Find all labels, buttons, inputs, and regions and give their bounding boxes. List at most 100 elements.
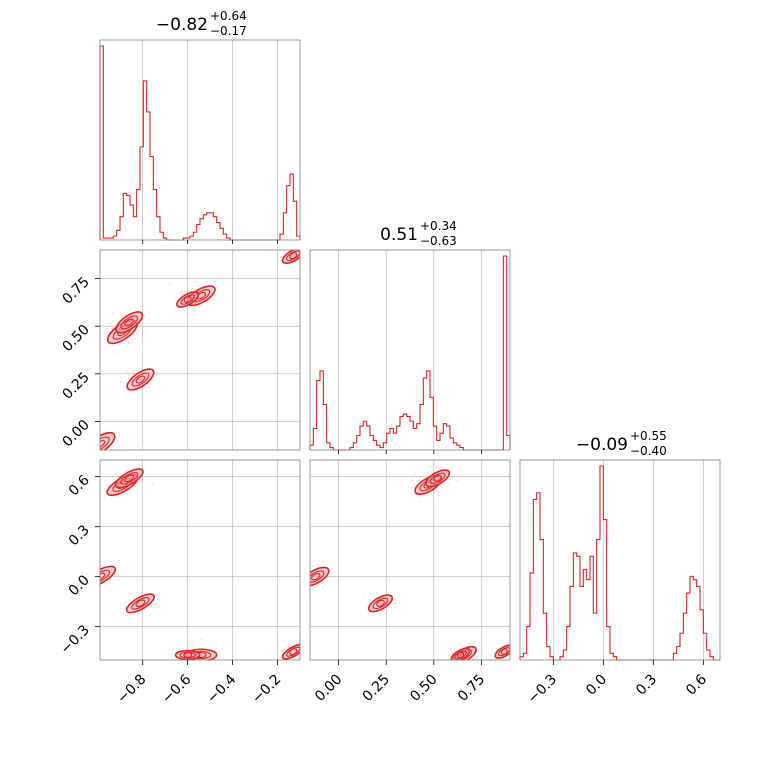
x-tick-label: −0.4: [204, 671, 239, 706]
contour-level: [433, 474, 442, 482]
sample-point: [130, 338, 133, 341]
sample-point: [459, 643, 462, 646]
sample-point: [306, 578, 308, 580]
sample-point: [124, 604, 126, 607]
sample-point: [98, 438, 100, 440]
sample-point: [103, 496, 106, 499]
sample-point: [146, 383, 149, 386]
sample-point: [305, 260, 307, 262]
sample-point: [201, 651, 204, 653]
sample-point: [448, 483, 451, 486]
sample-point: [435, 491, 438, 494]
x-tick-label: 0.75: [455, 672, 488, 705]
title-lower-error: −0.17: [210, 24, 247, 38]
sample-point: [213, 302, 215, 305]
sample-point: [125, 339, 128, 342]
x-tick-label: 0.25: [360, 672, 393, 705]
sample-point: [192, 662, 194, 664]
sample-point: [453, 643, 455, 646]
contour-level: [281, 643, 300, 660]
sample-point: [438, 468, 441, 471]
sample-point: [449, 663, 451, 665]
sample-point: [141, 388, 144, 391]
sample-point: [308, 648, 310, 650]
sample-point: [514, 658, 516, 660]
sample-point: [475, 657, 478, 659]
sample-point: [390, 606, 393, 609]
sample-point: [198, 297, 201, 299]
sample-point: [113, 485, 115, 488]
sample-point: [117, 579, 120, 582]
sample-point: [203, 660, 205, 662]
sample-point: [126, 457, 128, 459]
sample-point: [511, 657, 513, 659]
sample-point: [287, 643, 290, 646]
param-title-1: −0.82 +0.64−0.17: [156, 9, 247, 38]
sample-point: [176, 293, 179, 296]
sample-point: [132, 373, 135, 376]
contour-level: [100, 569, 111, 584]
sample-point: [134, 485, 137, 488]
sample-point: [92, 446, 94, 448]
sample-point: [116, 352, 119, 354]
sample-point: [100, 483, 103, 486]
sample-point: [468, 662, 470, 664]
sample-point: [451, 650, 454, 653]
sample-point: [93, 436, 95, 438]
histogram-line-2: [309, 255, 511, 451]
sample-point: [183, 309, 185, 312]
sample-point: [199, 288, 201, 290]
sample-point: [193, 305, 196, 308]
sample-point: [94, 578, 96, 580]
sample-point: [85, 444, 87, 446]
contour-level: [124, 474, 135, 483]
sample-point: [94, 566, 96, 568]
sample-point: [178, 292, 181, 294]
sample-point: [298, 260, 300, 263]
contour-level: [100, 565, 117, 588]
sample-point: [304, 256, 306, 258]
sample-point: [431, 495, 433, 498]
sample-point: [418, 479, 420, 482]
sample-point: [383, 608, 386, 611]
sample-point: [317, 584, 319, 587]
sample-point: [119, 602, 122, 605]
contour-level: [429, 472, 446, 485]
sample-point: [183, 290, 185, 292]
sample-point: [196, 285, 199, 287]
contour-level: [135, 375, 146, 384]
sample-point: [92, 440, 94, 442]
sample-point: [287, 646, 289, 649]
sample-point: [96, 443, 98, 445]
sample-point: [263, 244, 265, 246]
density-panel-2-1: [303, 465, 516, 665]
sample-point: [375, 592, 378, 595]
sample-point: [127, 342, 130, 344]
sample-point: [303, 576, 305, 578]
sample-point: [297, 654, 300, 657]
sample-point: [185, 660, 187, 662]
contour-level: [289, 648, 298, 656]
sample-point: [93, 442, 95, 444]
sample-point: [419, 499, 422, 502]
density-panel-2-0: [94, 457, 310, 664]
sample-point: [278, 260, 280, 263]
sample-point: [368, 598, 371, 601]
sample-point: [195, 648, 198, 651]
contour-level: [494, 644, 510, 659]
sample-point: [180, 290, 183, 293]
contour-level: [310, 570, 325, 583]
contour-level: [131, 372, 150, 387]
sample-point: [448, 654, 451, 656]
contour-level: [456, 651, 465, 659]
sample-point: [89, 455, 91, 457]
x-tick-label: 0.0: [583, 672, 610, 699]
title-value: 0.51: [380, 225, 418, 245]
contour-level: [115, 311, 144, 334]
sample-point: [100, 430, 103, 433]
contour-level: [367, 594, 394, 613]
contour-level: [124, 318, 134, 327]
sample-point: [138, 325, 140, 328]
sample-point: [301, 652, 303, 654]
sample-point: [128, 374, 131, 377]
